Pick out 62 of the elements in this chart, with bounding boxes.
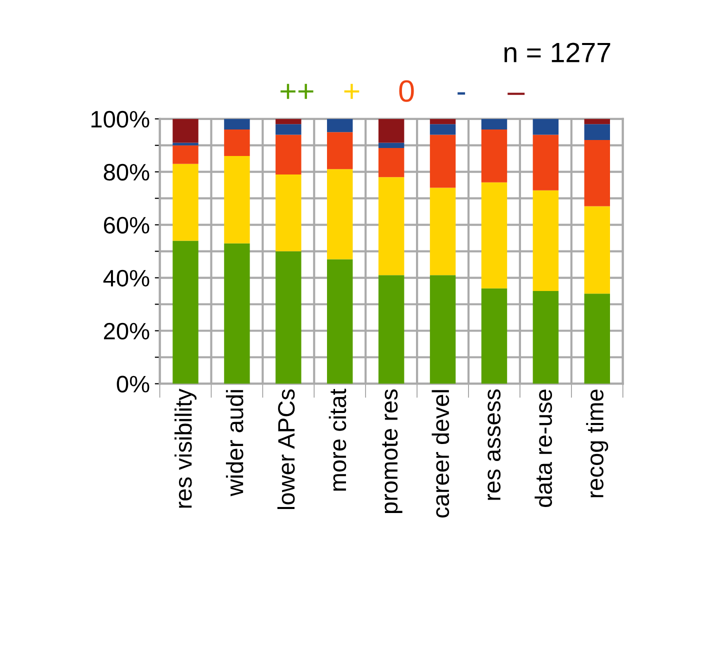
y-tick-label: 40% <box>103 270 150 287</box>
x-tick-label: data re-use <box>534 390 552 508</box>
bar <box>532 134 559 190</box>
bar <box>172 118 198 143</box>
bar <box>276 118 302 124</box>
bar <box>584 124 610 140</box>
bar <box>481 118 508 130</box>
bar <box>532 118 559 135</box>
y-tick-label: 60% <box>104 216 150 234</box>
bar <box>584 118 610 124</box>
x-tick-label: more citat <box>328 388 346 491</box>
bar <box>378 118 404 143</box>
bar <box>378 142 404 148</box>
bar <box>224 156 250 244</box>
bar <box>224 129 250 156</box>
bar <box>430 275 456 384</box>
bar <box>172 240 198 384</box>
bar <box>378 177 404 276</box>
bar <box>481 182 508 288</box>
bar <box>327 118 353 132</box>
bar <box>172 145 198 164</box>
bar <box>481 129 508 182</box>
bar <box>224 243 250 384</box>
x-tick-label: recog time <box>586 390 608 498</box>
bar <box>378 275 404 384</box>
bar <box>430 118 456 124</box>
bar <box>430 134 456 188</box>
bar <box>327 259 353 384</box>
bar <box>532 190 559 292</box>
bar <box>172 142 198 146</box>
text: + <box>344 84 360 99</box>
series-label: – <box>508 92 525 95</box>
bar <box>378 148 404 178</box>
bar <box>430 188 456 276</box>
x-tick-label: career devel <box>432 390 450 518</box>
bar <box>276 251 302 384</box>
bar <box>327 132 353 170</box>
x-tick-label: res visibility <box>174 388 197 508</box>
bar <box>276 174 302 252</box>
x-tick-label: wider audi <box>226 390 244 496</box>
y-tick-label: 80% <box>104 164 150 181</box>
series-label: 0 <box>399 80 414 102</box>
series-label: - <box>458 92 466 95</box>
bar <box>584 294 610 384</box>
text: ++ <box>280 84 314 99</box>
bar <box>224 118 250 130</box>
x-tick-label: promote res <box>382 389 402 514</box>
y-tick-label: 20% <box>104 322 150 340</box>
bar <box>172 164 198 241</box>
x-tick-label: res assess <box>488 389 501 500</box>
y-tick-label: 0% <box>116 376 150 393</box>
bar <box>276 134 302 174</box>
bar <box>584 206 610 294</box>
x-tick-label: lower APCs <box>277 389 295 510</box>
bar <box>327 169 353 260</box>
y-tick-label: 100% <box>91 110 150 128</box>
bar <box>584 140 610 206</box>
text: n = 1277 <box>504 42 610 62</box>
bar <box>430 124 456 135</box>
bar <box>481 288 508 384</box>
bar <box>532 291 559 384</box>
bar <box>276 124 302 135</box>
